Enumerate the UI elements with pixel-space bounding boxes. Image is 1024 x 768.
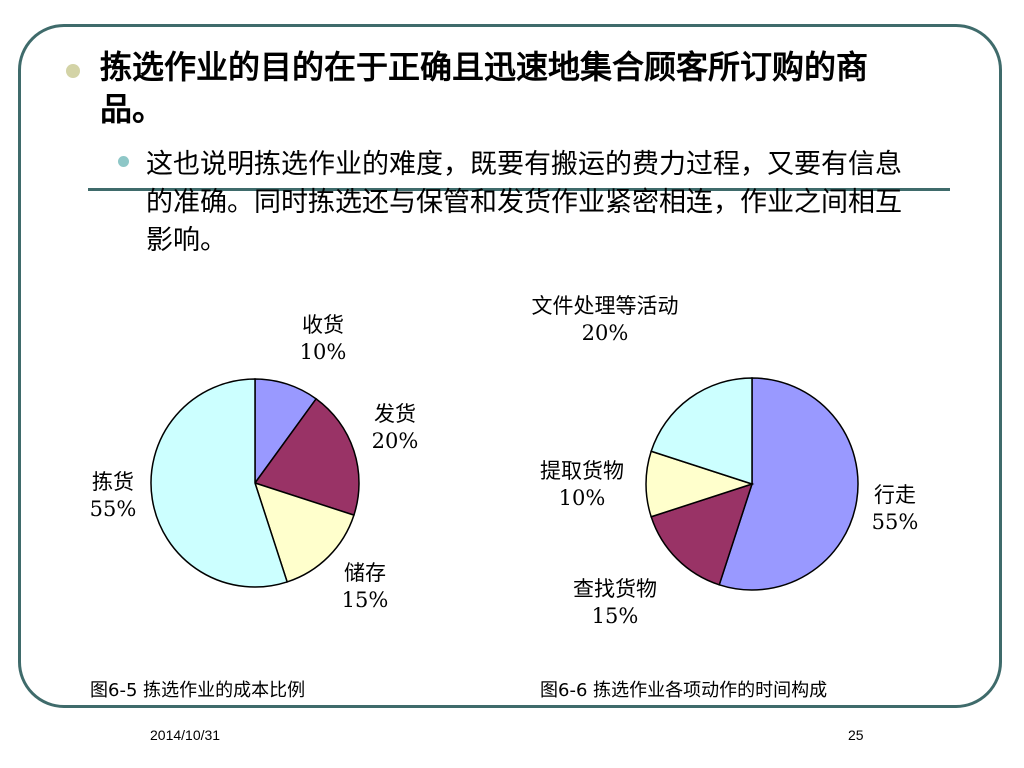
sub-bullet-dot	[118, 156, 129, 167]
title-divider	[88, 188, 950, 191]
slide-frame	[18, 24, 1002, 708]
footer-date: 2014/10/31	[150, 727, 221, 743]
cost-pie-chart	[150, 378, 360, 588]
pie1-label-拣货: 拣货 55%	[89, 470, 137, 521]
pie1-label-发货: 发货 20%	[371, 402, 419, 453]
pie2-caption: 图6-6 拣选作业各项动作的时间构成	[540, 680, 828, 701]
pie1-label-储存: 储存 15%	[341, 561, 389, 612]
pie2-label-文件处理等活动: 文件处理等活动 20%	[531, 294, 679, 345]
pie2-slice-行走	[718, 377, 859, 591]
footer-page-number: 25	[848, 727, 864, 743]
main-bullet-text: 拣选作业的目的在于正确且迅速地集合顾客所订购的商品。	[100, 48, 869, 128]
pie2-slice-文件处理等活动	[650, 377, 753, 486]
pie2-label-行走: 行走 55%	[871, 483, 919, 534]
pie1-caption: 图6-5 拣选作业的成本比例	[90, 680, 306, 701]
pie1-slice-拣货	[150, 378, 289, 588]
pie1-label-收货: 收货 10%	[299, 313, 347, 364]
sub-bullet-text: 这也说明拣选作业的难度，既要有搬运的费力过程，又要有信息的准确。同时拣选还与保管…	[146, 149, 902, 256]
pie1-slice-发货	[253, 397, 360, 517]
pie2-label-提取货物: 提取货物 10%	[540, 459, 624, 510]
bullet-dot	[66, 64, 80, 78]
time-pie-chart	[645, 377, 859, 591]
pie2-label-查找货物: 查找货物 15%	[573, 577, 657, 628]
